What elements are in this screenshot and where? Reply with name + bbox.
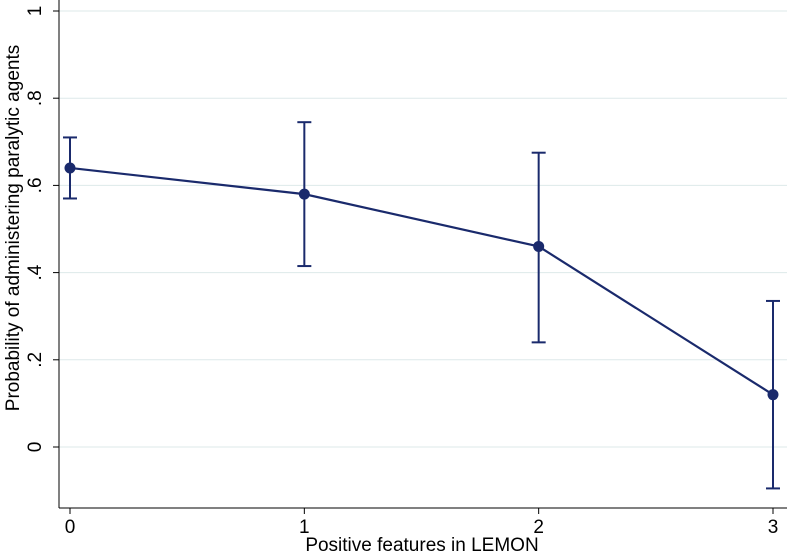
data-point-2: [533, 240, 545, 252]
series-line: [69, 166, 774, 396]
axes: [58, 0, 787, 509]
y-tick-label-3: .6: [25, 177, 46, 193]
y-tick-label-2: .4: [25, 264, 46, 280]
grid-lines: [59, 10, 787, 448]
y-axis-title: Probability of administering paralytic a…: [3, 45, 24, 411]
error-bars: [63, 121, 780, 490]
x-ticks: 0 1 2 3: [65, 508, 779, 538]
x-tick-label-2: 2: [533, 517, 544, 538]
y-tick-label-4: .8: [25, 90, 46, 106]
x-tick-label-1: 1: [299, 517, 310, 538]
data-point-0: [64, 162, 76, 174]
y-tick-label-5: 1: [25, 6, 46, 17]
series-line-path: [69, 166, 774, 396]
y-ticks: 0 .2 .4 .6 .8 1: [25, 6, 59, 453]
data-point-1: [298, 188, 310, 200]
x-tick-label-3: 3: [768, 517, 779, 538]
y-tick-label-1: .2: [25, 352, 46, 368]
x-axis-title: Positive features in LEMON: [305, 535, 538, 553]
data-point-3: [767, 389, 779, 401]
y-tick-label-0: 0: [25, 442, 46, 453]
data-points: [64, 162, 779, 401]
x-tick-label-0: 0: [65, 517, 76, 538]
